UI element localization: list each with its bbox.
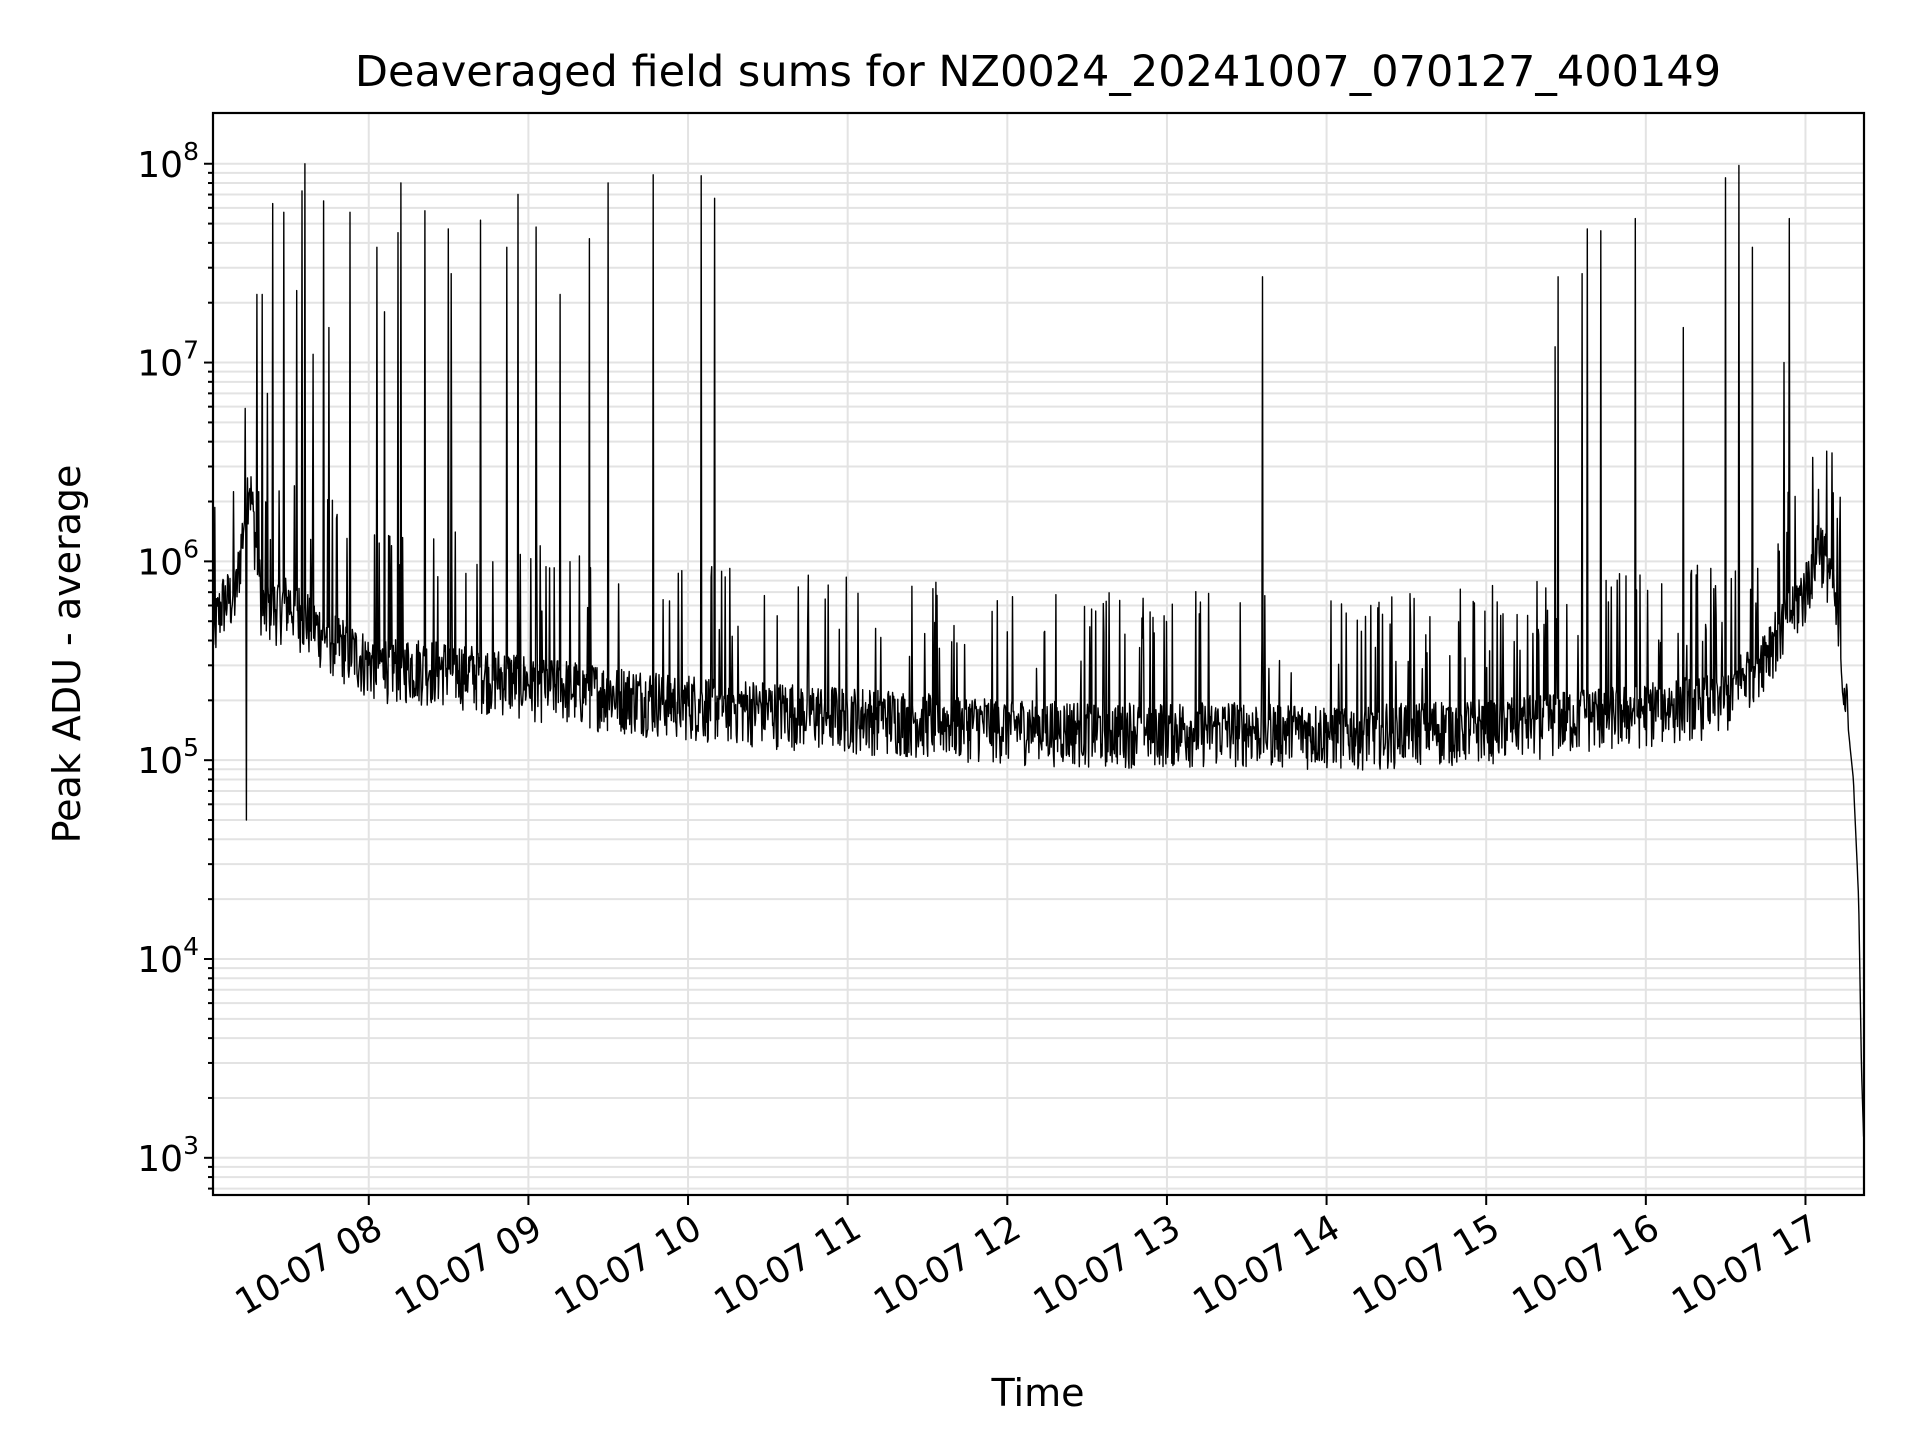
y-tick-exponent: 6 bbox=[183, 534, 199, 563]
x-tick-label: 10-07 11 bbox=[707, 1207, 868, 1323]
y-tick-label: 105 bbox=[137, 733, 199, 782]
series-line bbox=[212, 163, 1865, 1137]
plot-frame bbox=[211, 111, 1866, 1197]
x-axis-label: Time bbox=[991, 1371, 1085, 1415]
x-tick-label: 10-07 08 bbox=[229, 1207, 390, 1323]
y-tick-base: 10 bbox=[137, 741, 183, 782]
chart-title: Deaveraged field sums for NZ0024_2024100… bbox=[355, 47, 1721, 97]
x-tick-label: 10-07 09 bbox=[388, 1207, 549, 1323]
y-tick-label: 103 bbox=[137, 1131, 199, 1180]
x-tick-label: 10-07 15 bbox=[1346, 1207, 1507, 1323]
y-tick-exponent: 5 bbox=[183, 733, 199, 762]
y-tick-base: 10 bbox=[137, 145, 183, 186]
x-tick-label: 10-07 13 bbox=[1027, 1207, 1188, 1323]
x-tick-label: 10-07 14 bbox=[1186, 1207, 1347, 1323]
y-tick-exponent: 7 bbox=[183, 336, 199, 365]
y-tick-exponent: 3 bbox=[183, 1131, 199, 1160]
y-tick-label: 108 bbox=[137, 137, 199, 186]
y-tick-label: 104 bbox=[137, 932, 199, 981]
y-tick-exponent: 4 bbox=[183, 932, 199, 961]
y-axis-label: Peak ADU - average bbox=[45, 465, 89, 844]
y-tick-base: 10 bbox=[137, 1139, 183, 1180]
x-tick-label: 10-07 16 bbox=[1506, 1207, 1667, 1323]
y-tick-label: 106 bbox=[137, 534, 199, 583]
y-tick-exponent: 8 bbox=[183, 137, 199, 166]
x-tick-label: 10-07 17 bbox=[1665, 1207, 1826, 1323]
y-tick-base: 10 bbox=[137, 344, 183, 385]
y-tick-base: 10 bbox=[137, 542, 183, 583]
series-layer bbox=[212, 163, 1865, 1137]
y-tick-base: 10 bbox=[137, 940, 183, 981]
x-tick-label: 10-07 10 bbox=[548, 1207, 709, 1323]
y-tick-label: 107 bbox=[137, 336, 199, 385]
x-tick-label: 10-07 12 bbox=[867, 1207, 1028, 1323]
